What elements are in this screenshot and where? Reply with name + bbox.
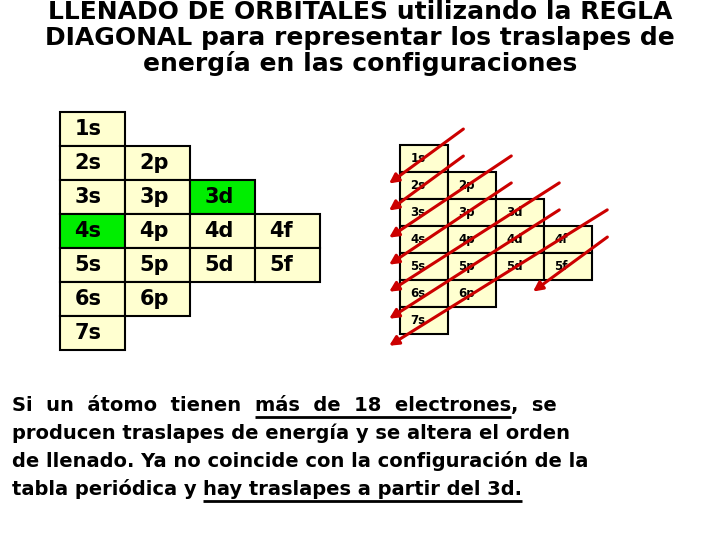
- Text: 6p: 6p: [459, 287, 475, 300]
- Text: 5s: 5s: [74, 255, 102, 275]
- Text: ,  se: , se: [510, 396, 557, 415]
- Text: 4s: 4s: [74, 221, 102, 241]
- Text: 5p: 5p: [139, 255, 169, 275]
- Bar: [544, 253, 592, 280]
- Text: 2s: 2s: [410, 179, 426, 192]
- Bar: [448, 280, 496, 307]
- Bar: [255, 248, 320, 282]
- Text: 6s: 6s: [410, 287, 426, 300]
- Text: de llenado. Ya no coincide con la configuración de la: de llenado. Ya no coincide con la config…: [12, 451, 588, 471]
- Text: 7s: 7s: [410, 314, 426, 327]
- Bar: [125, 282, 190, 316]
- Bar: [496, 199, 544, 226]
- Text: 3p: 3p: [459, 206, 475, 219]
- Text: más  de  18  electrones: más de 18 electrones: [255, 396, 510, 415]
- Text: 4d: 4d: [507, 233, 523, 246]
- Bar: [448, 199, 496, 226]
- Bar: [60, 180, 125, 214]
- Bar: [125, 214, 190, 248]
- Text: hay traslapes a partir del 3d.: hay traslapes a partir del 3d.: [203, 481, 523, 500]
- Text: 3p: 3p: [139, 187, 168, 207]
- Text: 6s: 6s: [74, 289, 102, 309]
- Bar: [400, 307, 448, 334]
- Text: 2p: 2p: [139, 153, 168, 173]
- Text: 3d: 3d: [204, 187, 234, 207]
- Text: 4p: 4p: [139, 221, 168, 241]
- Bar: [60, 214, 125, 248]
- Text: 4p: 4p: [459, 233, 475, 246]
- Text: tabla periódica y: tabla periódica y: [12, 480, 203, 500]
- Bar: [60, 248, 125, 282]
- Bar: [544, 226, 592, 253]
- Text: 5d: 5d: [204, 255, 234, 275]
- Bar: [190, 248, 255, 282]
- Bar: [448, 226, 496, 253]
- Bar: [125, 248, 190, 282]
- Bar: [400, 199, 448, 226]
- Text: 5d: 5d: [507, 260, 523, 273]
- Bar: [190, 214, 255, 248]
- Bar: [496, 226, 544, 253]
- Bar: [400, 226, 448, 253]
- Text: 5f: 5f: [554, 260, 568, 273]
- Bar: [400, 145, 448, 172]
- Text: 4s: 4s: [410, 233, 426, 246]
- Text: DIAGONAL para representar los traslapes de: DIAGONAL para representar los traslapes …: [45, 26, 675, 50]
- Text: 4f: 4f: [269, 221, 293, 241]
- Text: energía en las configuraciones: energía en las configuraciones: [143, 51, 577, 76]
- Bar: [60, 316, 125, 350]
- Bar: [255, 214, 320, 248]
- Bar: [60, 282, 125, 316]
- Text: 5s: 5s: [410, 260, 426, 273]
- Bar: [190, 180, 255, 214]
- Bar: [125, 146, 190, 180]
- Bar: [496, 253, 544, 280]
- Bar: [60, 146, 125, 180]
- Bar: [448, 172, 496, 199]
- Text: 2s: 2s: [74, 153, 102, 173]
- Text: producen traslapes de energía y se altera el orden: producen traslapes de energía y se alter…: [12, 424, 570, 443]
- Text: Si  un  átomo  tienen: Si un átomo tienen: [12, 396, 255, 415]
- Bar: [125, 180, 190, 214]
- Bar: [400, 253, 448, 280]
- Text: 1s: 1s: [410, 152, 426, 165]
- Text: 4f: 4f: [554, 233, 568, 246]
- Text: 6p: 6p: [139, 289, 168, 309]
- Text: 3s: 3s: [74, 187, 102, 207]
- Bar: [60, 112, 125, 146]
- Bar: [400, 172, 448, 199]
- Text: 4d: 4d: [204, 221, 234, 241]
- Text: 1s: 1s: [74, 119, 102, 139]
- Text: 2p: 2p: [459, 179, 475, 192]
- Text: 3d: 3d: [507, 206, 523, 219]
- Text: 5f: 5f: [269, 255, 293, 275]
- Text: LLENADO DE ORBITALES utilizando la REGLA: LLENADO DE ORBITALES utilizando la REGLA: [48, 0, 672, 24]
- Text: 3s: 3s: [410, 206, 426, 219]
- Bar: [400, 280, 448, 307]
- Text: 7s: 7s: [74, 323, 102, 343]
- Text: 5p: 5p: [459, 260, 475, 273]
- Bar: [448, 253, 496, 280]
